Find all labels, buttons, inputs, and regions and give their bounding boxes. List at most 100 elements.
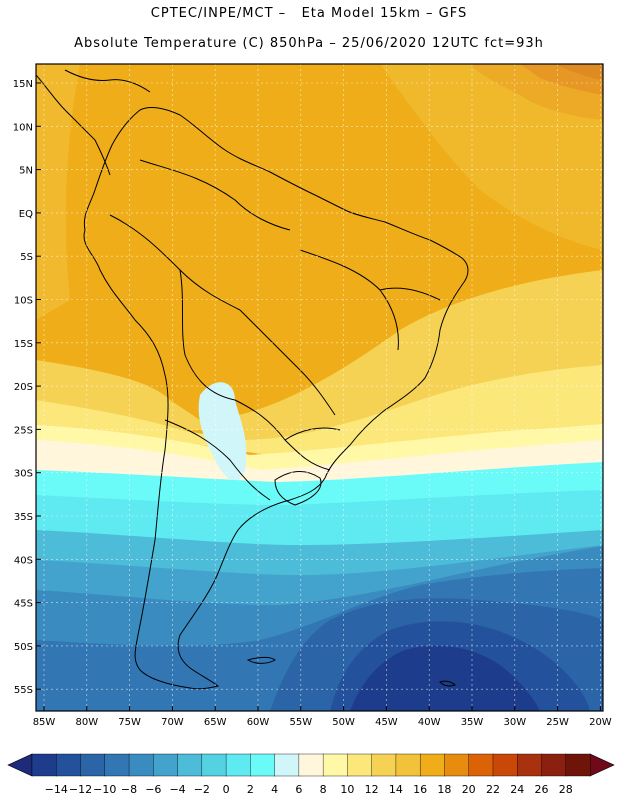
colorbar-tick-label: 0	[223, 783, 230, 796]
lat-label: 5S	[20, 252, 33, 263]
lon-label: 80W	[75, 717, 98, 728]
lon-label: 35W	[461, 717, 484, 728]
colorbar-tick-label: 12	[365, 783, 379, 796]
lat-label: 15N	[13, 79, 33, 90]
colorbar-swatch	[419, 753, 446, 777]
colorbar-tick-label: 8	[320, 783, 327, 796]
field-patagonia	[36, 670, 260, 711]
colorbar-swatch	[492, 753, 518, 777]
colorbar-swatch	[104, 753, 130, 777]
lat-label: 40S	[14, 555, 33, 566]
longitude-axis: 85W 80W 75W 70W 65W 60W 55W 50W 45W 40W 35W 30W 25W 2…	[33, 706, 612, 728]
colorbar-swatch	[250, 753, 276, 777]
colorbar-tick-label: −6	[145, 783, 161, 796]
colorbar-swatch	[444, 753, 470, 777]
falklands	[246, 656, 276, 664]
border-line	[109, 214, 241, 311]
border-line	[234, 399, 331, 471]
colorbar-swatch	[565, 753, 591, 777]
colorbar-swatch	[395, 753, 421, 777]
lat-label: 20S	[14, 382, 33, 393]
lat-label: EQ	[19, 209, 33, 220]
lon-label: 70W	[161, 717, 184, 728]
lon-label: 30W	[503, 717, 526, 728]
lon-label: 40W	[418, 717, 441, 728]
field-band-2	[36, 490, 603, 551]
colorbar-tick-label: 28	[559, 783, 573, 796]
colorbar-swatch	[80, 753, 106, 777]
colorbar-swatch	[468, 753, 494, 777]
colorbar-swatch	[56, 753, 82, 777]
border-line	[284, 427, 341, 441]
colorbar-low-arrow	[7, 753, 33, 777]
colorbar-swatch	[517, 753, 543, 777]
colorbar-tick-label: 10	[340, 783, 354, 796]
colorbar-tick-label: 16	[413, 783, 427, 796]
lon-label: 25W	[546, 717, 569, 728]
coastlines	[36, 69, 469, 690]
lon-label: 50W	[332, 717, 355, 728]
colorbar-tick-label: −12	[69, 783, 92, 796]
colorbar-tick-label: 4	[271, 783, 278, 796]
border-line	[179, 269, 236, 401]
lat-label: 35S	[14, 512, 33, 523]
south-america-coastline	[83, 107, 469, 690]
border-line	[299, 249, 399, 351]
border-line	[379, 287, 441, 301]
colorbar-tick-label: 20	[462, 783, 476, 796]
colorbar-tick-label: 14	[389, 783, 403, 796]
colorbar-tick-label: 18	[437, 783, 451, 796]
colorbar-swatch	[541, 753, 567, 777]
colorbar-tick-label: 2	[247, 783, 254, 796]
south-georgia	[439, 680, 456, 687]
field-cold-tongue	[198, 382, 247, 481]
colorbar-tick-label: −4	[169, 783, 185, 796]
temperature-field	[36, 64, 603, 711]
colorbar-tick-label: −2	[194, 783, 210, 796]
field-atlantic-16	[380, 64, 603, 250]
lon-label: 60W	[247, 717, 270, 728]
colorbar-swatch	[128, 753, 155, 777]
lon-label: 65W	[204, 717, 227, 728]
lat-label: 45S	[14, 599, 33, 610]
colorbar-tick-label: −14	[45, 783, 68, 796]
colorbar-swatch	[371, 753, 397, 777]
colorbar: −14 −12 −10 −8 −6 −4 −2 0 2 4 6 8 10 12 14 16 18 20 22 24 26…	[7, 753, 615, 796]
border-line	[164, 419, 271, 501]
border-line	[239, 309, 336, 416]
colorbar-tick-label: −10	[93, 783, 116, 796]
lon-label: 75W	[118, 717, 141, 728]
lat-label: 50S	[14, 642, 33, 653]
colorbar-swatch	[177, 753, 203, 777]
colorbar-tick-label: 24	[510, 783, 524, 796]
uruguay-border	[274, 471, 322, 506]
field-band-minus14	[350, 645, 540, 711]
lat-label: 10S	[14, 296, 33, 307]
lat-label: 15S	[14, 339, 33, 350]
colorbar-swatch	[31, 753, 57, 777]
lon-label: 85W	[33, 717, 56, 728]
latitude-axis: 15N 10N 5N EQ 5S 10S 15S 20S 25S 30S 35S 40S 45S 50S 5…	[13, 79, 41, 696]
colorbar-high-arrow	[589, 753, 615, 777]
colorbar-swatch	[201, 753, 227, 777]
lat-label: 30S	[14, 469, 33, 480]
lon-label: 20W	[589, 717, 612, 728]
central-america-coastline	[36, 74, 111, 176]
lat-label: 10N	[13, 122, 33, 133]
colorbar-tick-label: 6	[295, 783, 302, 796]
colorbar-swatch	[274, 753, 300, 777]
colorbar-swatch	[322, 753, 349, 777]
border-line	[139, 159, 291, 231]
colorbar-tick-label: 26	[534, 783, 548, 796]
colorbar-swatch	[347, 753, 373, 777]
colorbar-swatch	[298, 753, 324, 777]
colorbar-tick-label: −8	[121, 783, 137, 796]
lat-label: 5N	[19, 166, 33, 177]
caribbean-coastline	[64, 69, 151, 93]
colorbar-tick-label: 22	[486, 783, 500, 796]
lat-label: 25S	[14, 425, 33, 436]
lat-label: 55S	[14, 685, 33, 696]
colorbar-swatch	[153, 753, 179, 777]
